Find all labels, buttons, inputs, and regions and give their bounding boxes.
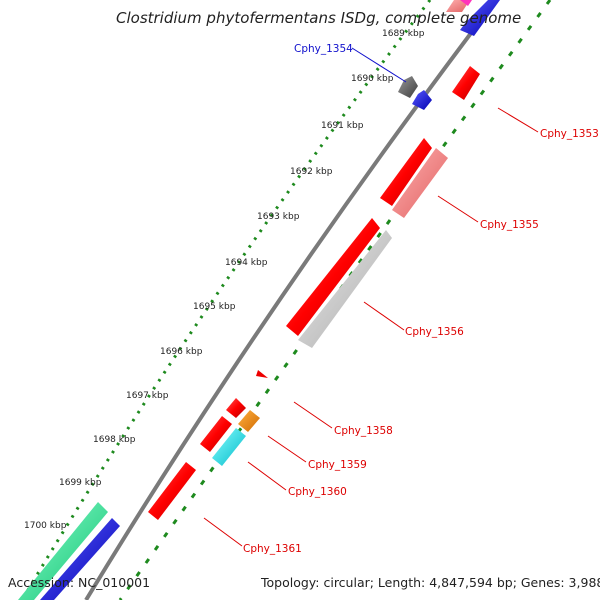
gene-label-cphy-1355: Cphy_1355	[480, 219, 539, 231]
kbp-label-1692: 1692 kbp	[290, 167, 333, 177]
gene-label-cphy-1359: Cphy_1359	[308, 459, 367, 471]
kbp-label-1697: 1697 kbp	[126, 391, 169, 401]
gene-cphy-1355-red	[380, 138, 432, 206]
map-title: Clostridium phytofermentans ISDg, comple…	[116, 9, 521, 27]
footer-accession: Accession: NC_010001	[8, 575, 150, 590]
gene-cphy-1360	[212, 428, 246, 466]
gene-cphy-1358b	[200, 416, 232, 452]
kbp-label-1690: 1690 kbp	[351, 74, 394, 84]
leader-line-1354	[351, 47, 407, 83]
kbp-label-1699: 1699 kbp	[59, 478, 102, 488]
kbp-label-1696: 1696 kbp	[160, 347, 203, 357]
kbp-label-1695: 1695 kbp	[193, 302, 236, 312]
gene-cphy-1355-pink	[392, 148, 448, 218]
gene-label-cphy-1353: Cphy_1353	[540, 128, 599, 140]
gene-bottom-blue	[40, 518, 120, 600]
gene-partial-magenta	[460, 0, 472, 6]
outer-dotted-ruler	[20, 0, 432, 600]
kbp-label-1694: 1694 kbp	[225, 258, 268, 268]
gene-cphy-1358	[226, 398, 246, 418]
leader-line-1359	[267, 435, 307, 463]
gene-cphy-1354-grey	[398, 76, 418, 98]
gene-bottom-mint	[18, 502, 108, 600]
gene-cphy-1361	[148, 462, 196, 520]
gene-partial-blue	[460, 0, 500, 36]
gene-label-cphy-1358: Cphy_1358	[334, 425, 393, 437]
gene-label-cphy-1361: Cphy_1361	[243, 543, 302, 555]
leader-line-1360	[247, 461, 287, 491]
gene-cphy-1356-red	[286, 218, 380, 336]
gene-cphy-1356-grey	[298, 230, 392, 348]
leader-line-1356	[363, 301, 405, 331]
gene-label-cphy-1354: Cphy_1354	[294, 43, 353, 55]
genome-backbone	[84, 0, 498, 600]
leader-line-1361	[203, 517, 243, 547]
gene-cphy-1353	[452, 66, 480, 100]
kbp-label-1691: 1691 kbp	[321, 121, 364, 131]
gene-small-red-triangle	[256, 370, 268, 378]
kbp-label-1698: 1698 kbp	[93, 435, 136, 445]
leader-line-1358	[293, 401, 333, 429]
gene-label-cphy-1356: Cphy_1356	[405, 326, 464, 338]
gene-cphy-1354-blue	[412, 90, 432, 110]
leader-line-1353	[497, 107, 539, 133]
kbp-label-1700: 1700 kbp	[24, 521, 67, 531]
gene-label-cphy-1360: Cphy_1360	[288, 486, 347, 498]
footer-summary: Topology: circular; Length: 4,847,594 bp…	[260, 575, 600, 590]
kbp-label-1693: 1693 kbp	[257, 212, 300, 222]
kbp-label-1689: 1689 kbp	[382, 29, 425, 39]
leader-line-1355	[437, 195, 479, 223]
gene-cphy-1359	[238, 410, 260, 432]
